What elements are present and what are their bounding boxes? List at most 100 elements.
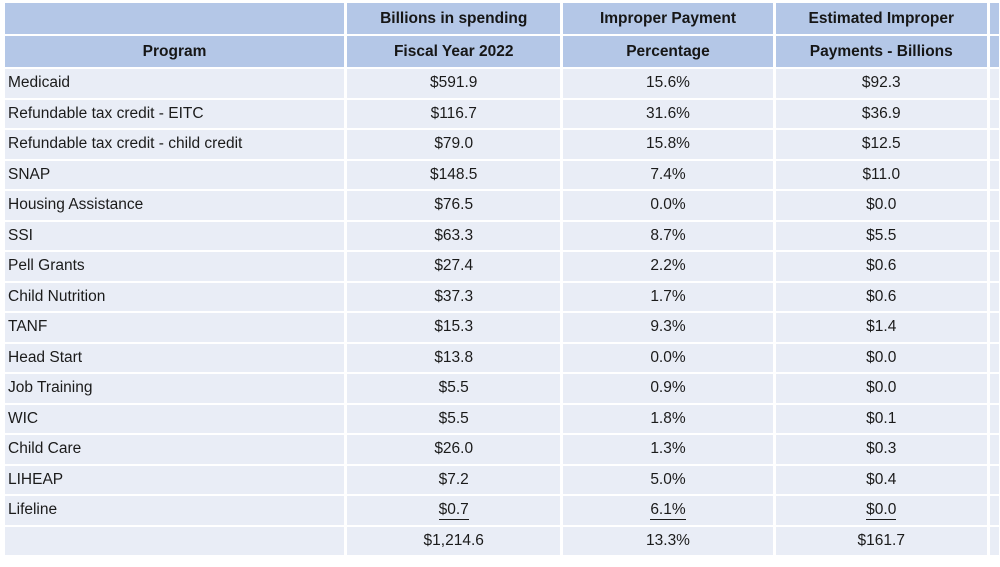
table-row: TANF $15.3 9.3% $1.4 bbox=[5, 313, 999, 342]
header-sliver bbox=[989, 36, 999, 67]
percentage-cell: 8.7% bbox=[563, 221, 773, 250]
underlined-value: 6.1% bbox=[650, 501, 686, 520]
sliver-cell bbox=[989, 435, 999, 464]
sliver-cell bbox=[989, 465, 999, 494]
program-cell: WIC bbox=[5, 404, 345, 433]
improper-payments-cell: $0.1 bbox=[775, 404, 987, 433]
table-body: Medicaid $591.9 15.6% $92.3 Refundable tax c… bbox=[5, 69, 999, 555]
improper-payments-cell: $0.6 bbox=[775, 282, 987, 311]
percentage-cell: 13.3% bbox=[563, 526, 773, 555]
spending-cell: $37.3 bbox=[347, 282, 561, 311]
header-sliver bbox=[989, 3, 999, 34]
improper-payments-cell: $0.3 bbox=[775, 435, 987, 464]
program-cell: TANF bbox=[5, 313, 345, 342]
underlined-value: $0.0 bbox=[866, 501, 897, 520]
sliver-cell bbox=[989, 69, 999, 98]
percentage-cell: 0.0% bbox=[563, 191, 773, 220]
spending-cell: $26.0 bbox=[347, 435, 561, 464]
sliver-cell bbox=[989, 313, 999, 342]
spending-cell: $116.7 bbox=[347, 99, 561, 128]
table-header: Billions in spending Improper Payment Es… bbox=[5, 3, 999, 67]
percentage-cell: 1.3% bbox=[563, 435, 773, 464]
spending-cell: $79.0 bbox=[347, 130, 561, 159]
sliver-cell bbox=[989, 160, 999, 189]
header-improper-line1: Estimated Improper bbox=[775, 3, 987, 34]
table-row: Lifeline $0.7 6.1% $0.0 bbox=[5, 496, 999, 525]
program-cell: Housing Assistance bbox=[5, 191, 345, 220]
header-row-top: Billions in spending Improper Payment Es… bbox=[5, 3, 999, 34]
improper-payments-cell: $0.6 bbox=[775, 252, 987, 281]
total-row: $1,214.6 13.3% $161.7 bbox=[5, 526, 999, 555]
spending-cell: $5.5 bbox=[347, 404, 561, 433]
percentage-cell: 0.9% bbox=[563, 374, 773, 403]
improper-payments-cell: $1.4 bbox=[775, 313, 987, 342]
sliver-cell bbox=[989, 496, 999, 525]
program-cell: Pell Grants bbox=[5, 252, 345, 281]
table-row: Head Start $13.8 0.0% $0.0 bbox=[5, 343, 999, 372]
spending-cell: $148.5 bbox=[347, 160, 561, 189]
sliver-cell bbox=[989, 99, 999, 128]
table-row: SSI $63.3 8.7% $5.5 bbox=[5, 221, 999, 250]
program-cell: Refundable tax credit - child credit bbox=[5, 130, 345, 159]
header-spending-line2: Fiscal Year 2022 bbox=[347, 36, 561, 67]
improper-payments-cell: $0.4 bbox=[775, 465, 987, 494]
table-row: Medicaid $591.9 15.6% $92.3 bbox=[5, 69, 999, 98]
program-cell: LIHEAP bbox=[5, 465, 345, 494]
spending-cell: $76.5 bbox=[347, 191, 561, 220]
sliver-cell bbox=[989, 191, 999, 220]
percentage-cell: 6.1% bbox=[563, 496, 773, 525]
table-row: LIHEAP $7.2 5.0% $0.4 bbox=[5, 465, 999, 494]
program-cell: Head Start bbox=[5, 343, 345, 372]
percentage-cell: 9.3% bbox=[563, 313, 773, 342]
percentage-cell: 1.8% bbox=[563, 404, 773, 433]
program-cell: SSI bbox=[5, 221, 345, 250]
spending-cell: $7.2 bbox=[347, 465, 561, 494]
sliver-cell bbox=[989, 526, 999, 555]
program-cell: Child Nutrition bbox=[5, 282, 345, 311]
percentage-cell: 2.2% bbox=[563, 252, 773, 281]
sliver-cell bbox=[989, 221, 999, 250]
spending-cell: $1,214.6 bbox=[347, 526, 561, 555]
table-row: SNAP $148.5 7.4% $11.0 bbox=[5, 160, 999, 189]
sliver-cell bbox=[989, 252, 999, 281]
spending-cell: $5.5 bbox=[347, 374, 561, 403]
header-row-bottom: Program Fiscal Year 2022 Percentage Paym… bbox=[5, 36, 999, 67]
improper-payments-cell: $5.5 bbox=[775, 221, 987, 250]
program-cell bbox=[5, 526, 345, 555]
improper-payments-cell: $36.9 bbox=[775, 99, 987, 128]
improper-payments-cell: $92.3 bbox=[775, 69, 987, 98]
sliver-cell bbox=[989, 130, 999, 159]
underlined-value: $0.7 bbox=[438, 501, 469, 520]
percentage-cell: 15.8% bbox=[563, 130, 773, 159]
table-row: Refundable tax credit - child credit $79.… bbox=[5, 130, 999, 159]
program-cell: Medicaid bbox=[5, 69, 345, 98]
table-row: Child Nutrition $37.3 1.7% $0.6 bbox=[5, 282, 999, 311]
spending-cell: $0.7 bbox=[347, 496, 561, 525]
table-row: Housing Assistance $76.5 0.0% $0.0 bbox=[5, 191, 999, 220]
percentage-cell: 1.7% bbox=[563, 282, 773, 311]
improper-payments-cell: $0.0 bbox=[775, 374, 987, 403]
header-percentage-line1: Improper Payment bbox=[563, 3, 773, 34]
program-cell: Job Training bbox=[5, 374, 345, 403]
spending-cell: $63.3 bbox=[347, 221, 561, 250]
table-row: Child Care $26.0 1.3% $0.3 bbox=[5, 435, 999, 464]
table-row: Job Training $5.5 0.9% $0.0 bbox=[5, 374, 999, 403]
percentage-cell: 0.0% bbox=[563, 343, 773, 372]
table-row: Refundable tax credit - EITC $116.7 31.6% $… bbox=[5, 99, 999, 128]
sliver-cell bbox=[989, 374, 999, 403]
sliver-cell bbox=[989, 282, 999, 311]
program-cell: Lifeline bbox=[5, 496, 345, 525]
table-row: WIC $5.5 1.8% $0.1 bbox=[5, 404, 999, 433]
program-cell: Child Care bbox=[5, 435, 345, 464]
spending-cell: $591.9 bbox=[347, 69, 561, 98]
spending-cell: $15.3 bbox=[347, 313, 561, 342]
improper-payments-cell: $0.0 bbox=[775, 191, 987, 220]
header-program: Program bbox=[5, 36, 345, 67]
improper-payments-cell: $0.0 bbox=[775, 496, 987, 525]
percentage-cell: 15.6% bbox=[563, 69, 773, 98]
header-percentage-line2: Percentage bbox=[563, 36, 773, 67]
improper-payments-cell: $0.0 bbox=[775, 343, 987, 372]
header-program-spacer bbox=[5, 3, 345, 34]
header-improper-line2: Payments - Billions bbox=[775, 36, 987, 67]
